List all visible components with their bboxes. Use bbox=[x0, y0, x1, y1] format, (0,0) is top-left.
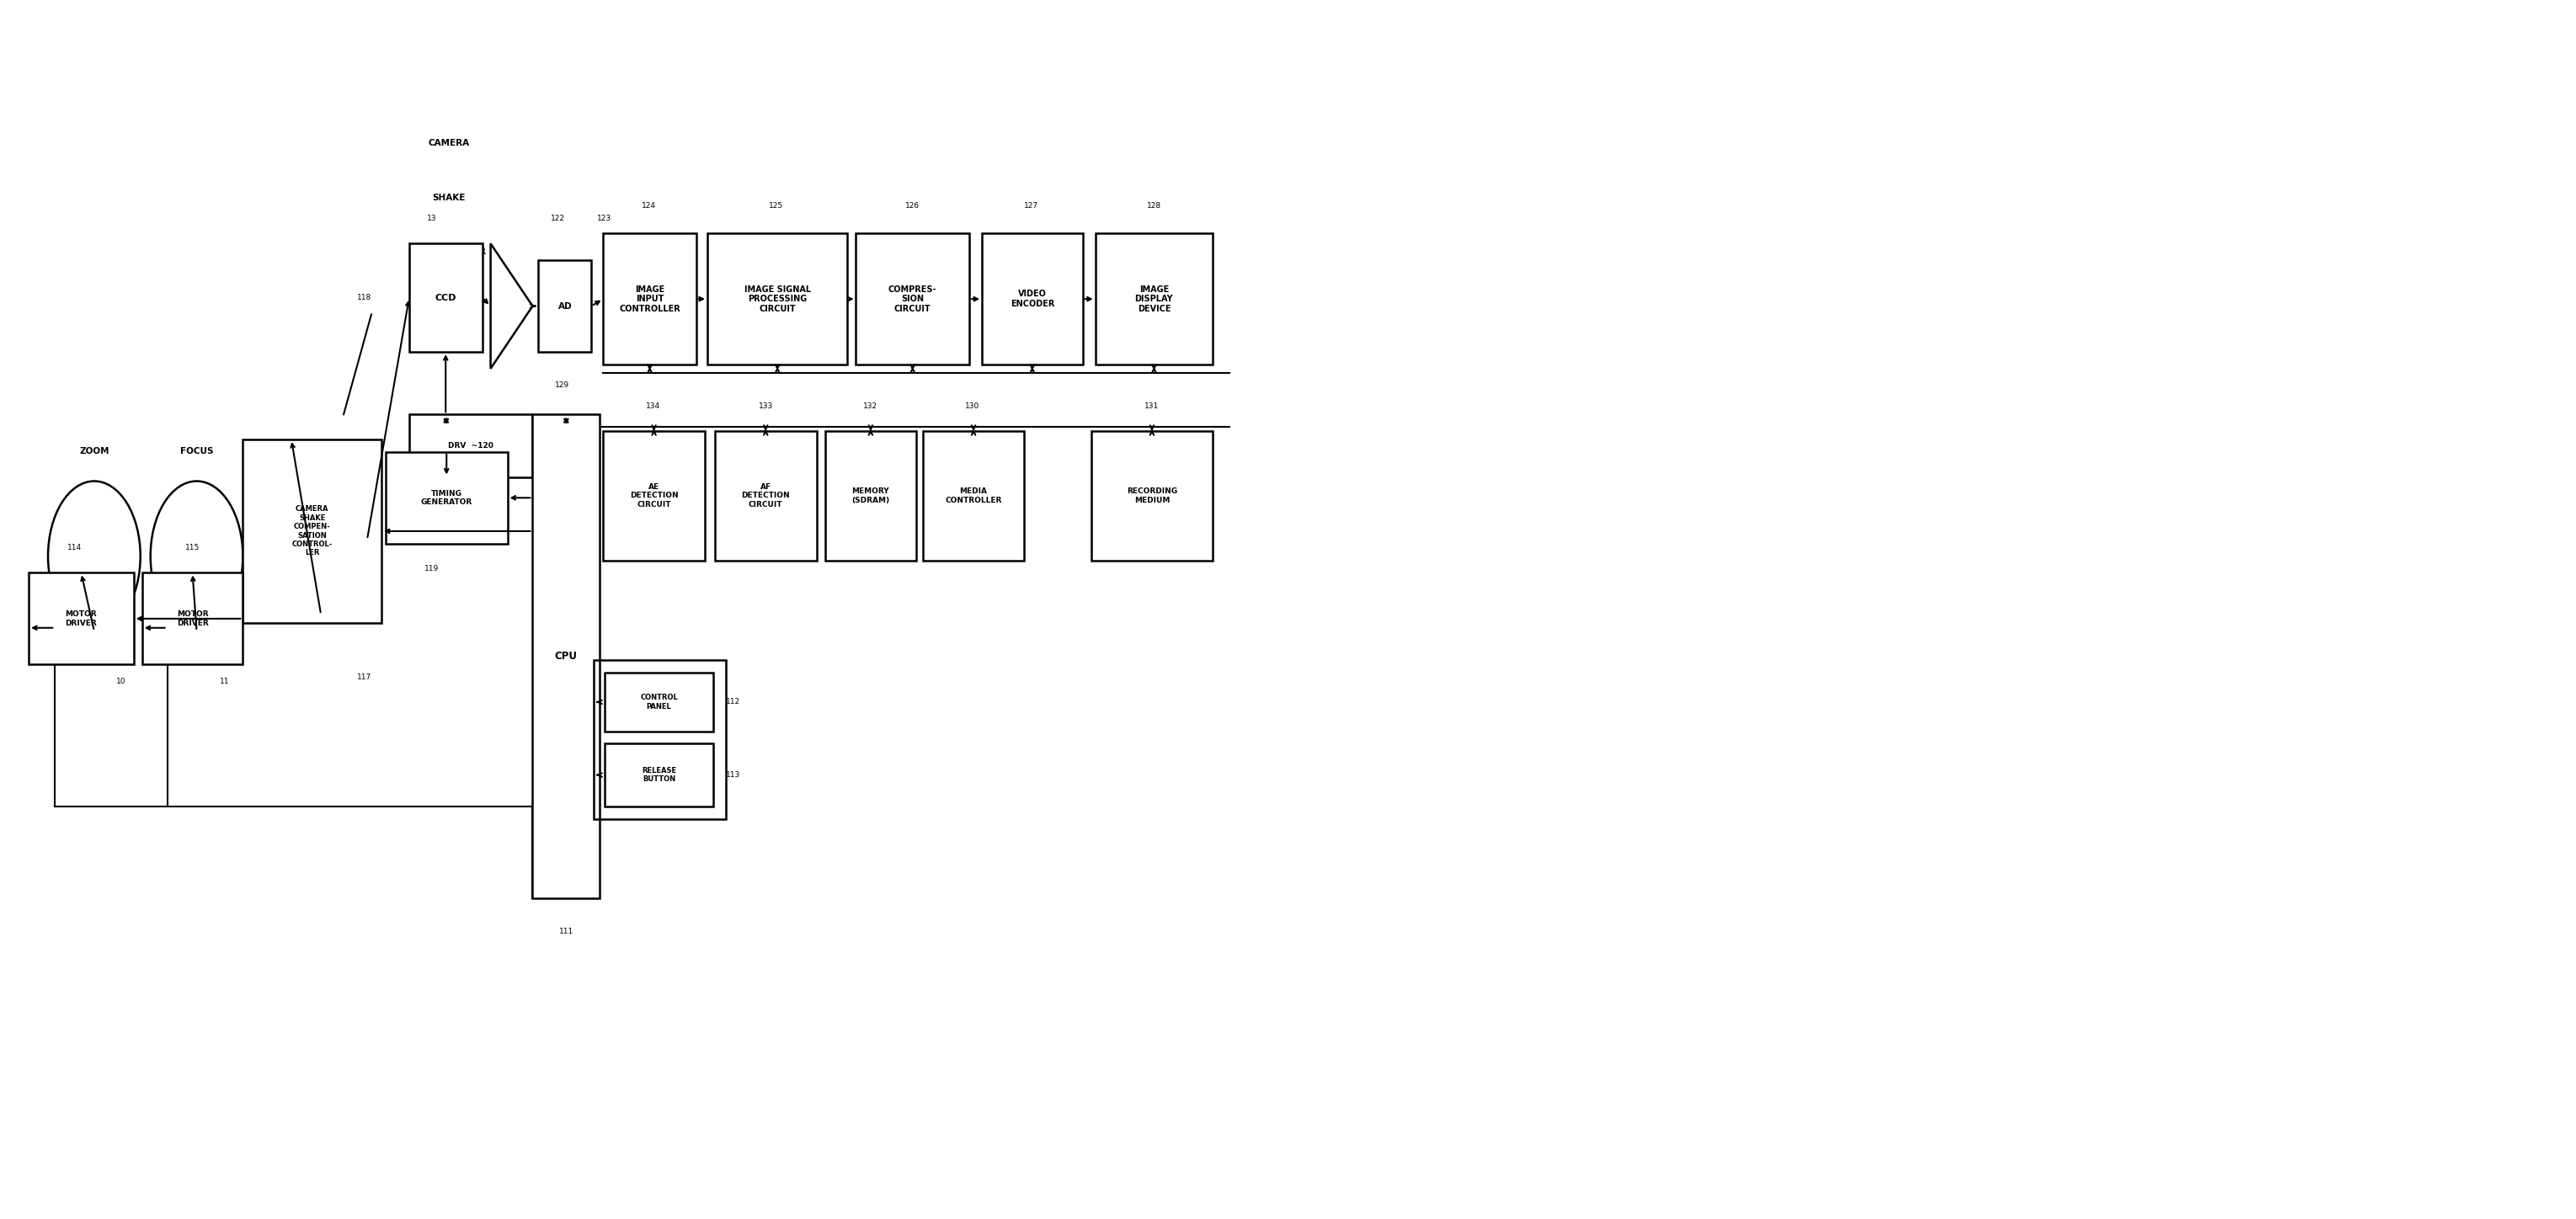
FancyBboxPatch shape bbox=[410, 244, 482, 352]
Text: 119: 119 bbox=[425, 564, 438, 573]
Text: TIMING
GENERATOR: TIMING GENERATOR bbox=[420, 490, 471, 506]
FancyBboxPatch shape bbox=[824, 432, 917, 561]
Text: MOTOR
DRIVER: MOTOR DRIVER bbox=[64, 611, 98, 627]
Text: 133: 133 bbox=[760, 402, 773, 410]
Text: COMPRES-
SION
CIRCUIT: COMPRES- SION CIRCUIT bbox=[889, 285, 938, 313]
Text: 13: 13 bbox=[428, 215, 438, 222]
Text: CCD: CCD bbox=[435, 294, 456, 302]
FancyBboxPatch shape bbox=[1095, 234, 1213, 364]
FancyBboxPatch shape bbox=[410, 414, 533, 477]
Text: IMAGE
DISPLAY
DEVICE: IMAGE DISPLAY DEVICE bbox=[1136, 285, 1172, 313]
Text: 123: 123 bbox=[598, 215, 611, 222]
FancyBboxPatch shape bbox=[1092, 432, 1213, 561]
Text: 113: 113 bbox=[726, 770, 739, 779]
Text: 111: 111 bbox=[559, 928, 574, 935]
Text: SHAKE: SHAKE bbox=[433, 194, 466, 202]
Text: RELEASE
BUTTON: RELEASE BUTTON bbox=[641, 767, 677, 783]
FancyBboxPatch shape bbox=[981, 234, 1082, 364]
Text: 118: 118 bbox=[358, 294, 371, 301]
Text: VIDEO
ENCODER: VIDEO ENCODER bbox=[1010, 290, 1054, 308]
Text: 129: 129 bbox=[554, 382, 569, 389]
Text: AD: AD bbox=[559, 302, 572, 311]
Text: AE
DETECTION
CIRCUIT: AE DETECTION CIRCUIT bbox=[629, 483, 677, 508]
FancyBboxPatch shape bbox=[533, 414, 600, 898]
Text: MOTOR
DRIVER: MOTOR DRIVER bbox=[178, 611, 209, 627]
FancyBboxPatch shape bbox=[708, 234, 848, 364]
Ellipse shape bbox=[276, 464, 368, 614]
Text: IMAGE
INPUT
CONTROLLER: IMAGE INPUT CONTROLLER bbox=[618, 285, 680, 313]
Ellipse shape bbox=[49, 482, 142, 631]
Text: COMPENSATOR: COMPENSATOR bbox=[412, 247, 487, 256]
FancyBboxPatch shape bbox=[142, 573, 242, 664]
FancyBboxPatch shape bbox=[603, 234, 696, 364]
Text: 117: 117 bbox=[358, 673, 371, 680]
FancyBboxPatch shape bbox=[242, 439, 381, 623]
Text: CONTROL
PANEL: CONTROL PANEL bbox=[641, 694, 677, 711]
FancyBboxPatch shape bbox=[605, 744, 714, 806]
FancyBboxPatch shape bbox=[855, 234, 969, 364]
FancyBboxPatch shape bbox=[28, 573, 134, 664]
Polygon shape bbox=[489, 244, 533, 368]
Text: CAMERA: CAMERA bbox=[428, 139, 469, 147]
Text: 114: 114 bbox=[67, 544, 82, 552]
FancyBboxPatch shape bbox=[714, 432, 817, 561]
Text: 10: 10 bbox=[116, 678, 126, 685]
Text: MEDIA
CONTROLLER: MEDIA CONTROLLER bbox=[945, 488, 1002, 503]
FancyBboxPatch shape bbox=[386, 452, 507, 544]
FancyBboxPatch shape bbox=[922, 432, 1023, 561]
Text: CPU: CPU bbox=[554, 651, 577, 662]
Text: 11: 11 bbox=[219, 678, 229, 685]
Text: 112: 112 bbox=[726, 698, 739, 706]
Text: ZOOM: ZOOM bbox=[80, 447, 108, 456]
Text: 124: 124 bbox=[641, 202, 657, 210]
Text: 126: 126 bbox=[904, 202, 920, 210]
Text: 134: 134 bbox=[647, 402, 659, 410]
Text: 122: 122 bbox=[551, 215, 564, 222]
Text: CAMERA
SHAKE
COMPEN-
SATION
CONTROL-
LER: CAMERA SHAKE COMPEN- SATION CONTROL- LER bbox=[291, 506, 332, 557]
Text: 125: 125 bbox=[768, 202, 783, 210]
Text: FOCUS: FOCUS bbox=[180, 447, 214, 456]
Text: IMAGE SIGNAL
PROCESSING
CIRCUIT: IMAGE SIGNAL PROCESSING CIRCUIT bbox=[744, 285, 811, 313]
Ellipse shape bbox=[149, 482, 242, 631]
Text: DRV  ~120: DRV ~120 bbox=[448, 442, 495, 450]
Text: 128: 128 bbox=[1146, 202, 1162, 210]
Text: 130: 130 bbox=[966, 402, 979, 410]
FancyBboxPatch shape bbox=[603, 432, 706, 561]
Text: 127: 127 bbox=[1025, 202, 1038, 210]
Text: 131: 131 bbox=[1144, 402, 1159, 410]
FancyBboxPatch shape bbox=[605, 673, 714, 731]
Text: MEMORY
(SDRAM): MEMORY (SDRAM) bbox=[853, 488, 889, 503]
Text: AF
DETECTION
CIRCUIT: AF DETECTION CIRCUIT bbox=[742, 483, 791, 508]
Text: RECORDING
MEDIUM: RECORDING MEDIUM bbox=[1126, 488, 1177, 503]
Text: 115: 115 bbox=[185, 544, 201, 552]
Text: 132: 132 bbox=[863, 402, 878, 410]
FancyBboxPatch shape bbox=[538, 260, 592, 352]
